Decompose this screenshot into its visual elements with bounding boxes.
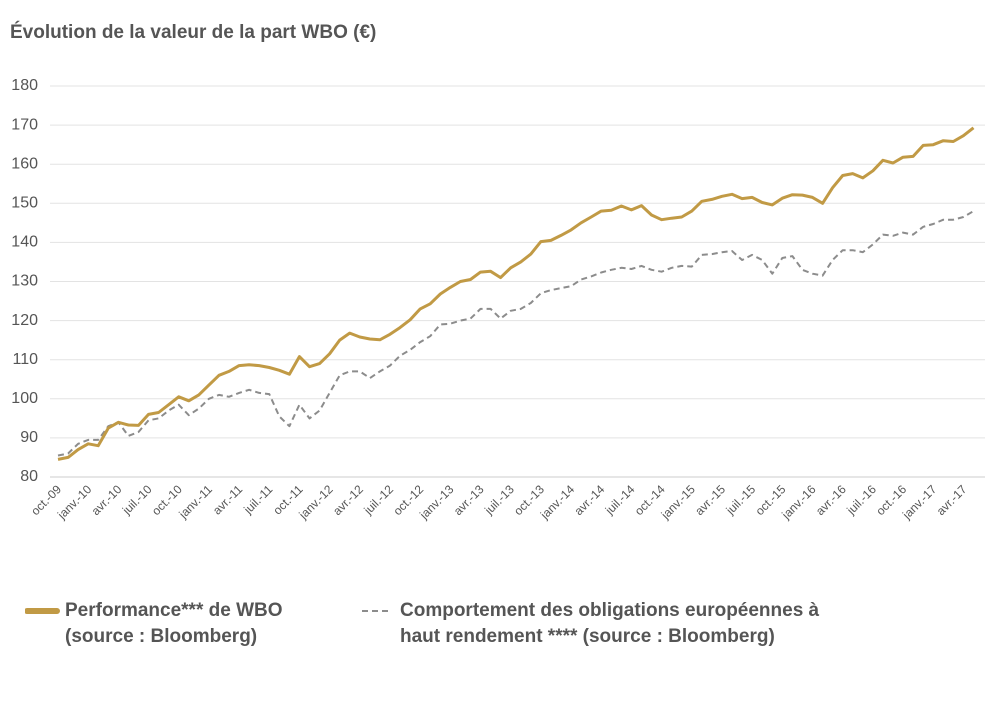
legend-item: Performance*** de WBO (source : Bloomber… bbox=[25, 598, 315, 650]
y-tick-label: 90 bbox=[20, 429, 38, 446]
x-tick-label: juil.-16 bbox=[843, 482, 879, 518]
y-tick-label: 160 bbox=[11, 155, 38, 172]
x-tick-label: juil.-14 bbox=[602, 482, 638, 518]
series-line bbox=[57, 210, 975, 457]
y-tick-label: 170 bbox=[11, 116, 38, 133]
y-tick-label: 150 bbox=[11, 195, 38, 212]
legend-label: Comportement des obligations européennes… bbox=[400, 600, 820, 647]
x-tick-label: janv.-10 bbox=[54, 482, 94, 522]
x-tick-label: juil.-11 bbox=[240, 482, 275, 517]
x-tick-label: janv.-12 bbox=[296, 482, 336, 522]
legend-swatch bbox=[362, 610, 392, 612]
y-tick-label: 100 bbox=[11, 390, 38, 407]
y-tick-label: 130 bbox=[11, 273, 38, 290]
x-tick-label: janv.-11 bbox=[175, 482, 215, 522]
x-tick-label: juil.-13 bbox=[481, 482, 517, 518]
y-tick-label: 110 bbox=[12, 351, 38, 368]
x-tick-label: avr.-14 bbox=[572, 482, 608, 518]
x-tick-label: janv.-13 bbox=[416, 482, 456, 522]
legend-swatch bbox=[25, 608, 60, 614]
x-tick-label: avr.-12 bbox=[330, 482, 366, 518]
y-tick-label: 80 bbox=[20, 468, 38, 485]
legend-label: Performance*** de WBO (source : Bloomber… bbox=[65, 600, 283, 647]
x-tick-label: janv.-16 bbox=[778, 482, 818, 522]
x-tick-label: avr.-11 bbox=[210, 482, 245, 517]
x-tick-label: avr.-15 bbox=[692, 482, 728, 518]
series-line bbox=[57, 126, 975, 461]
x-tick-label: avr.-10 bbox=[89, 482, 125, 518]
x-tick-label: janv.-17 bbox=[899, 482, 939, 522]
x-tick-label: avr.-16 bbox=[813, 482, 849, 518]
x-tick-label: avr.-17 bbox=[934, 482, 970, 518]
y-tick-label: 140 bbox=[11, 234, 38, 251]
legend-item: Comportement des obligations européennes… bbox=[360, 598, 840, 650]
x-tick-label: juil.-12 bbox=[360, 482, 396, 518]
x-tick-label: janv.-14 bbox=[537, 482, 577, 522]
x-tick-label: juil.-10 bbox=[119, 482, 155, 518]
y-tick-label: 180 bbox=[11, 77, 38, 94]
chart-title: Évolution de la valeur de la part WBO (€… bbox=[10, 21, 376, 43]
x-tick-label: juil.-15 bbox=[723, 482, 759, 518]
x-tick-label: avr.-13 bbox=[451, 482, 487, 518]
y-tick-label: 120 bbox=[11, 312, 38, 329]
chart: Évolution de la valeur de la part WBO (€… bbox=[10, 21, 985, 522]
x-tick-label: janv.-15 bbox=[658, 482, 698, 522]
